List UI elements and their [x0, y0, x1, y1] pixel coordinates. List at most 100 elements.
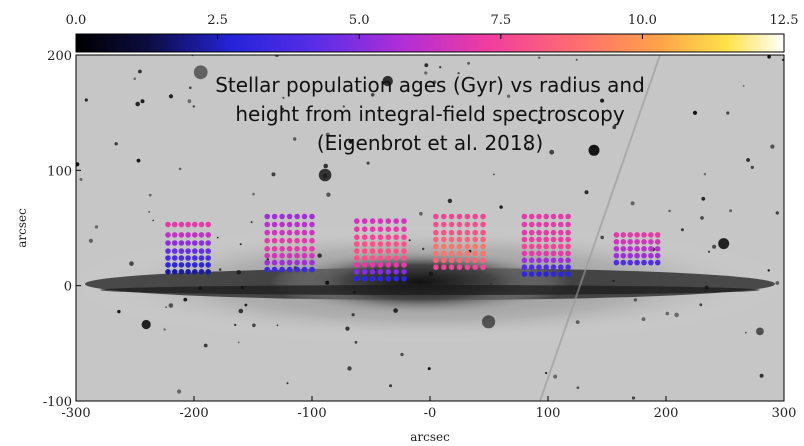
data-point [385, 262, 392, 268]
data-point [361, 241, 368, 247]
data-point [472, 229, 479, 236]
data-point [178, 232, 185, 238]
star [707, 250, 711, 253]
data-point [528, 221, 535, 228]
data-point [558, 257, 564, 264]
star [726, 111, 730, 115]
data-point [354, 255, 360, 261]
x-tick-label: -300 [61, 406, 90, 421]
data-point [271, 213, 278, 220]
data-point [294, 221, 300, 228]
data-point [301, 237, 308, 244]
star [538, 56, 541, 59]
data-point [565, 236, 571, 243]
data-point [550, 264, 557, 271]
data-point [205, 240, 211, 246]
data-point [264, 259, 271, 266]
star [152, 219, 154, 222]
data-point [286, 221, 293, 228]
data-point [456, 236, 463, 243]
data-point [634, 232, 640, 238]
data-point [528, 250, 535, 257]
data-point [558, 229, 564, 236]
x-tick-label: 300 [772, 406, 797, 421]
data-point [271, 229, 278, 236]
data-point [634, 246, 640, 252]
data-point [528, 264, 535, 271]
data-point [165, 255, 171, 261]
data-point [641, 246, 647, 252]
data-point [641, 252, 647, 259]
data-point [192, 262, 198, 268]
data-point [456, 213, 463, 220]
star [537, 120, 542, 125]
star [767, 269, 770, 272]
data-point [301, 252, 308, 259]
data-point [536, 271, 542, 277]
data-point [279, 246, 285, 252]
star [168, 94, 174, 99]
data-point [369, 255, 376, 261]
star [271, 172, 276, 177]
star [545, 371, 548, 375]
data-point [309, 237, 315, 244]
data-point [171, 255, 178, 261]
data-point [165, 262, 171, 268]
data-point [301, 229, 308, 236]
data-point [401, 255, 407, 261]
star [193, 65, 208, 80]
star [422, 247, 425, 251]
data-point [361, 275, 368, 282]
data-point [354, 218, 360, 224]
data-point [620, 246, 627, 252]
data-point [654, 259, 661, 266]
data-point [464, 243, 471, 250]
data-point [401, 218, 407, 224]
data-point [369, 226, 376, 232]
data-point [361, 255, 368, 261]
star [76, 162, 80, 167]
data-point [354, 241, 360, 247]
data-point [641, 239, 647, 245]
data-point [369, 275, 376, 282]
data-point [613, 259, 620, 266]
star [575, 58, 578, 61]
data-point [393, 241, 400, 247]
data-point [393, 234, 400, 240]
data-point [558, 221, 564, 228]
data-point [205, 221, 211, 228]
data-point [393, 248, 400, 254]
star [282, 96, 285, 99]
data-point [648, 239, 654, 245]
data-point [286, 246, 293, 252]
x-tick-label: 200 [654, 406, 679, 421]
data-point [198, 221, 205, 228]
data-point [536, 257, 542, 264]
data-point [171, 262, 178, 268]
data-point [521, 264, 528, 271]
data-point [286, 252, 293, 259]
star [84, 98, 88, 102]
data-point [286, 259, 293, 266]
data-point [377, 262, 384, 268]
data-point [558, 213, 564, 220]
data-point [620, 239, 627, 245]
star [178, 167, 182, 171]
data-point [377, 226, 384, 232]
star [482, 315, 496, 329]
data-point [627, 239, 633, 245]
star [424, 63, 429, 68]
data-point [620, 259, 627, 266]
data-point [565, 221, 571, 228]
data-point [294, 213, 300, 220]
star [353, 291, 356, 294]
star [250, 221, 253, 224]
star [88, 238, 93, 243]
data-point [441, 250, 447, 257]
data-point [279, 229, 285, 236]
data-point [648, 232, 654, 238]
star [366, 161, 370, 165]
data-point [271, 237, 278, 244]
star [742, 85, 745, 87]
data-point [178, 240, 185, 246]
